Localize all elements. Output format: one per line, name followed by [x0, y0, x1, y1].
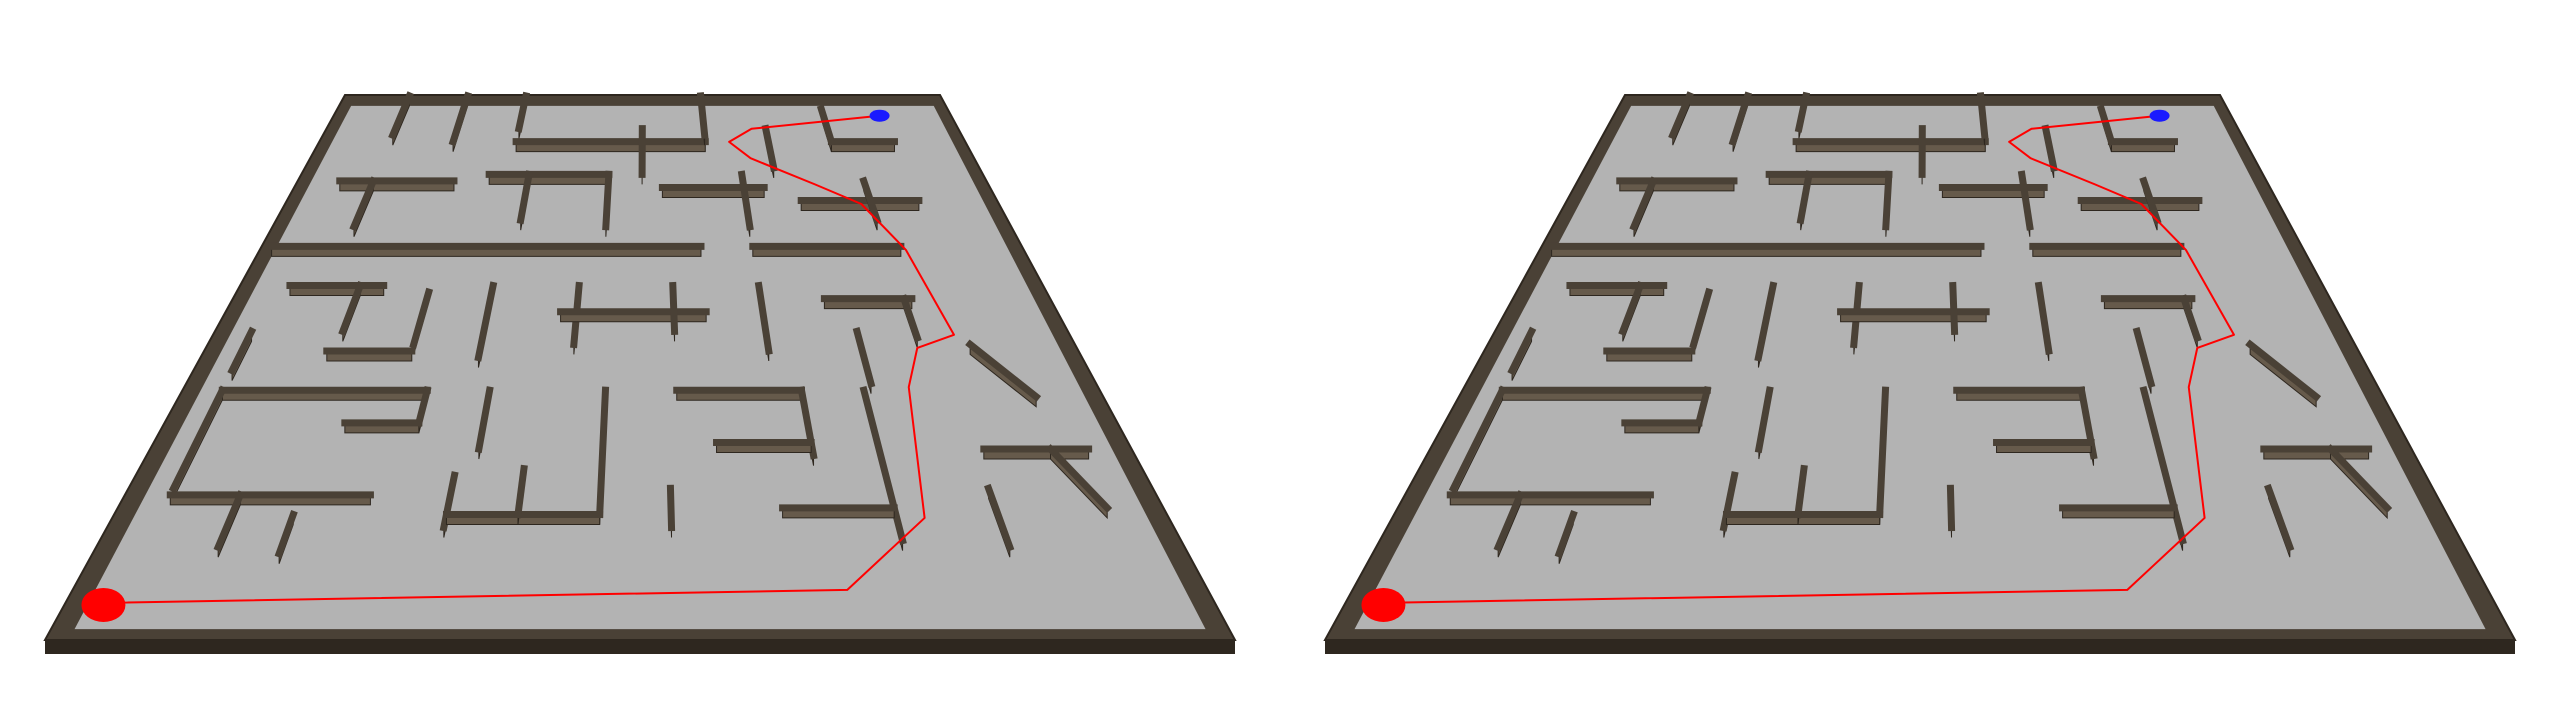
- maze-wall-top: [516, 170, 534, 225]
- maze-wall-top: [1794, 464, 1808, 519]
- maze-wall-top: [1876, 386, 1890, 519]
- board-floor: [74, 105, 1206, 630]
- maze-wall-top: [2041, 124, 2058, 172]
- maze-wall-top: [669, 281, 679, 335]
- maze-wall-top: [596, 386, 610, 519]
- maze-wall-top: [1728, 91, 1753, 147]
- maze-wall-top: [514, 91, 531, 133]
- maze-wall-top: [2139, 385, 2187, 545]
- maze-wall-top: [859, 176, 882, 225]
- maze-wall-top: [696, 92, 709, 139]
- maze-wall-top: [965, 339, 1042, 402]
- maze-wall-top: [168, 385, 227, 493]
- maze-wall-top: [1796, 170, 1814, 225]
- maze-wall-top: [1754, 386, 1774, 454]
- board-front-edge: [45, 640, 1235, 654]
- maze-wall-top: [474, 281, 498, 362]
- maze-wall-top: [1554, 509, 1578, 559]
- maze-wall-top: [474, 386, 494, 454]
- solution-path: [1379, 114, 2235, 604]
- maze-wall-top: [414, 385, 432, 428]
- maze-wall-top: [852, 327, 876, 388]
- maze-wall-top: [448, 91, 473, 147]
- maze-wall-top: [984, 483, 1015, 552]
- maze-wall-top: [2245, 339, 2322, 402]
- goal-marker-icon: [869, 109, 890, 122]
- maze-wall-top: [409, 287, 434, 349]
- maze-wall-top: [1794, 91, 1811, 133]
- maze-wall-top: [514, 464, 528, 519]
- maze-wall-top: [2139, 176, 2162, 225]
- maze-wall-top: [2096, 104, 2116, 147]
- maze-wall-top: [737, 170, 754, 231]
- maze-wall-top: [899, 294, 922, 343]
- maze-wall-top: [1976, 92, 1989, 139]
- maze-wall-top: [439, 471, 459, 532]
- maze-wall-top: [1668, 91, 1694, 140]
- maze-wall-top: [602, 170, 613, 231]
- maze-view-right: [1280, 0, 2560, 720]
- maze-wall-top: [1719, 471, 1739, 532]
- maze-wall-top: [1493, 490, 1525, 552]
- maze-wall-top: [1629, 176, 1658, 232]
- maze-wall-top: [227, 326, 257, 376]
- maze-wall-top: [1448, 385, 1507, 493]
- maze-wall-top: [2264, 483, 2295, 552]
- start-marker-icon: [1361, 587, 1406, 622]
- maze-wall-top: [1618, 281, 1645, 336]
- maze-wall-top: [761, 124, 778, 172]
- maze-wall-top: [1689, 287, 1714, 349]
- maze-wall-top: [754, 281, 773, 355]
- maze-wall-top: [816, 104, 836, 147]
- maze-wall-top: [1694, 385, 1712, 428]
- maze-wall-top: [2132, 327, 2156, 388]
- start-marker-icon: [81, 587, 126, 622]
- maze-wall-top: [666, 484, 676, 532]
- goal-marker-icon: [2149, 109, 2170, 122]
- board-floor: [1354, 105, 2486, 630]
- maze-wall-top: [2034, 281, 2053, 355]
- maze-board-left: [43, 91, 1237, 654]
- maze-wall-top: [1882, 170, 1893, 231]
- maze-board-right: [1323, 91, 2517, 654]
- solution-path: [99, 114, 955, 604]
- maze-view-left: [43, 91, 1237, 654]
- maze-wall-top: [1507, 326, 1537, 376]
- maze-wall-top: [388, 91, 414, 140]
- maze-wall-top: [1949, 281, 1959, 335]
- maze-wall-top: [2017, 170, 2034, 231]
- board-front-edge: [1325, 640, 2515, 654]
- maze-wall-top: [2325, 444, 2393, 513]
- maze-wall-top: [2179, 294, 2202, 343]
- maze-wall-top: [274, 509, 298, 559]
- maze-wall-top: [1045, 444, 1113, 513]
- maze-wall-top: [1754, 281, 1778, 362]
- maze-wall-top: [1946, 484, 1956, 532]
- maze-wall-top: [338, 281, 365, 336]
- maze-wall-top: [349, 176, 378, 232]
- maze-wall-top: [859, 385, 907, 545]
- maze-wall-top: [213, 490, 245, 552]
